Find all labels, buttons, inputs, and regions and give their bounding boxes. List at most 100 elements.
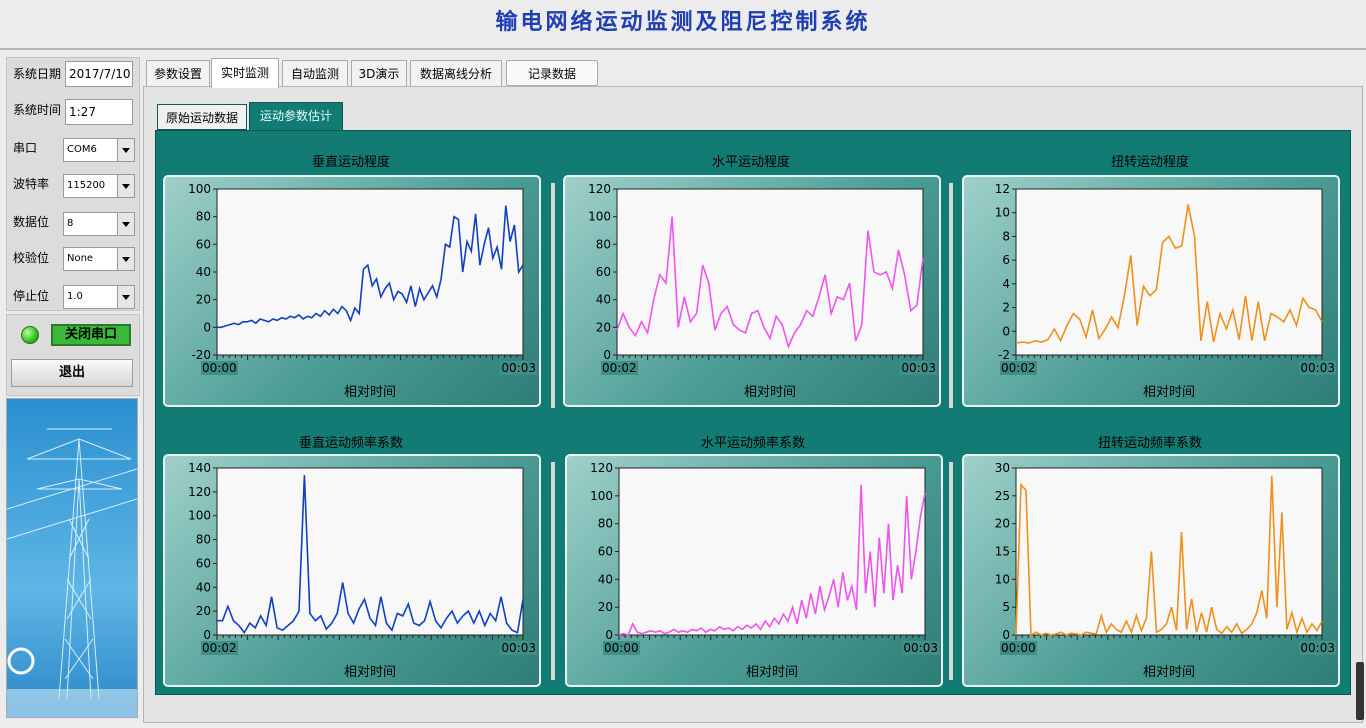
close-port-button[interactable]: 关闭串口 [51,324,131,346]
series-line [217,475,524,635]
chevron-down-icon[interactable] [117,213,134,235]
x-axis-label: 相对时间 [1142,385,1195,400]
y-tick-label: 0 [1002,324,1010,338]
line-chart: 0 20 40 60 80 100 120 [590,461,926,642]
subtab-raw[interactable]: 原始运动数据 [157,104,247,130]
chart-frame: 0 5 10 15 20 25 30 00:00 00:03 相对时间 [962,454,1340,687]
port-select[interactable]: COM6 [63,138,135,162]
tab-auto[interactable]: 自动监测 [282,60,348,86]
x-tick-label: 00:02 [1000,361,1037,375]
parity-select[interactable]: None [63,247,135,271]
x-tick-label: 00:03 [500,361,537,375]
x-tick-label: 00:02 [201,641,238,655]
y-tick-label: 40 [196,265,211,279]
tab-realtime[interactable]: 实时监测 [211,58,279,88]
chart-title: 扭转运动程度 [1110,155,1189,170]
parity-value: None [67,253,94,264]
line-chart: 0 20 40 60 80 100 120 140 [188,461,524,642]
plot-area [1015,188,1323,356]
time-field[interactable]: 1:27 [65,99,133,125]
y-tick-label: 120 [590,461,613,475]
y-tick-label: -2 [998,348,1010,362]
x-tick-label: 00:00 [603,641,640,655]
port-label: 串口 [13,141,38,155]
y-tick-label: 60 [196,556,211,570]
y-tick-label: 0 [605,628,613,642]
y-tick-label: -20 [191,348,211,362]
y-tick-label: 80 [196,210,211,224]
stopbits-label: 停止位 [13,289,50,303]
y-tick-label: 60 [596,265,611,279]
y-tick-label: 0 [603,348,611,362]
y-tick-label: 40 [196,580,211,594]
exit-button[interactable]: 退出 [11,359,133,387]
chart-title: 垂直运动程度 [311,155,390,170]
databits-value: 8 [67,218,74,229]
column-divider [551,462,555,680]
record-data-button[interactable]: 记录数据 [506,60,598,86]
x-axis-label: 相对时间 [343,665,396,680]
status-led-icon [21,326,39,344]
x-tick-label: 00:02 [601,361,638,375]
tab-3d[interactable]: 3D演示 [351,60,407,86]
y-tick-label: 0 [1002,628,1010,642]
series-line [217,205,524,329]
y-tick-label: 100 [588,210,611,224]
tab-offline[interactable]: 数据离线分析 [410,60,502,86]
y-tick-label: 80 [196,533,211,547]
app-title: 输电网络运动监测及阻尼控制系统 [495,9,871,35]
y-tick-label: 20 [995,517,1010,531]
subtab-estimate[interactable]: 运动参数估计 [249,102,343,132]
y-tick-label: 140 [188,461,211,475]
y-tick-label: 25 [995,489,1010,503]
chart-frame: 0 20 40 60 80 100 120 00:00 00:03 相对时间 [565,454,943,687]
transmission-tower-image [6,398,138,718]
chart-frame: -2 0 2 4 6 8 10 12 00:02 00:03 相对时间 [962,175,1340,407]
y-tick-label: 80 [596,237,611,251]
chevron-down-icon[interactable] [117,286,134,308]
chart-title: 水平运动程度 [711,155,790,170]
tower-icon [7,428,137,717]
chart-title: 扭转运动频率系数 [1097,436,1202,451]
date-field[interactable]: 2017/7/10 [65,61,133,87]
x-axis-label: 相对时间 [1142,665,1195,680]
y-tick-label: 120 [588,182,611,196]
series-line [618,484,926,636]
y-tick-label: 120 [188,485,211,499]
y-tick-label: 20 [598,600,613,614]
baud-label: 波特率 [13,177,50,191]
y-tick-label: 6 [1002,253,1010,267]
chevron-down-icon[interactable] [117,248,134,270]
plot-area [1015,467,1323,636]
baud-value: 115200 [67,180,106,191]
y-tick-label: 0 [203,628,211,642]
y-tick-label: 20 [196,293,211,307]
y-tick-label: 30 [995,461,1010,475]
chart-frame: 0 20 40 60 80 100 120 00:02 00:03 相对时间 [563,175,941,407]
chevron-down-icon[interactable] [117,175,134,197]
series-line [1015,476,1323,637]
chart-frame: 0 20 40 60 80 100 120 140 00:02 00:03 相对时间 [163,454,541,687]
x-axis-label: 相对时间 [745,665,798,680]
y-tick-label: 60 [598,545,613,559]
y-tick-label: 80 [598,517,613,531]
column-divider [949,462,953,680]
control-panel: 关闭串口 退出 [6,314,140,396]
x-axis-label: 相对时间 [343,385,396,400]
line-chart: -2 0 2 4 6 8 10 12 [995,182,1323,362]
y-tick-label: 10 [995,572,1010,586]
y-tick-label: 100 [590,489,613,503]
parity-label: 校验位 [13,251,50,265]
chart-title: 水平运动频率系数 [700,436,805,451]
tab-params[interactable]: 参数设置 [146,60,210,86]
y-tick-label: 4 [1002,277,1010,291]
x-tick-label: 00:03 [1299,641,1336,655]
chevron-down-icon[interactable] [117,139,134,161]
baud-select[interactable]: 115200 [63,174,135,198]
stopbits-select[interactable]: 1.0 [63,285,135,309]
scrollbar[interactable] [1356,662,1364,720]
y-tick-label: 15 [995,545,1010,559]
y-tick-label: 40 [598,572,613,586]
y-tick-label: 10 [995,206,1010,220]
databits-select[interactable]: 8 [63,212,135,236]
